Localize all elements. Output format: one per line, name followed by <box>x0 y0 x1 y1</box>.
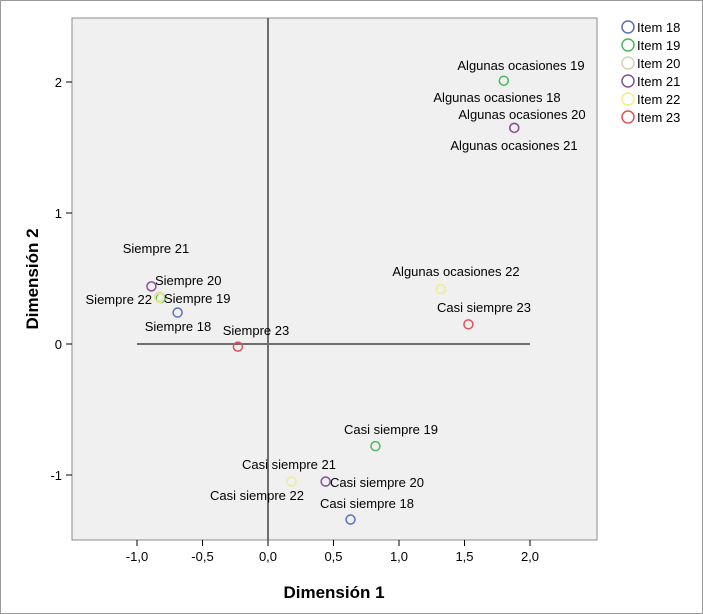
point-label: Algunas ocasiones 21 <box>450 138 577 153</box>
legend-marker <box>621 110 635 124</box>
point-label: Casi siempre 23 <box>437 300 531 315</box>
legend-marker <box>621 38 635 52</box>
point-label: Siempre 21 <box>123 241 189 256</box>
data-point <box>154 292 165 304</box>
data-point <box>498 75 510 86</box>
x-tick-label: 0,0 <box>259 549 277 564</box>
x-axis-title: Dimensión 1 <box>283 583 384 602</box>
point-label: Algunas ocasiones 20 <box>458 107 585 122</box>
data-point <box>286 476 297 487</box>
data-point <box>370 440 381 452</box>
legend-label: Item 21 <box>637 74 680 89</box>
data-point <box>146 281 157 292</box>
legend-marker <box>621 74 635 88</box>
point-label: Algunas ocasiones 18 <box>433 90 560 105</box>
plot-area <box>71 17 598 541</box>
point-label: Siempre 18 <box>145 319 211 334</box>
point-label: Casi siempre 21 <box>242 457 336 472</box>
legend-label: Item 20 <box>637 56 680 71</box>
point-label: Casi siempre 18 <box>320 496 414 511</box>
y-axis-title: Dimensión 2 <box>23 228 42 329</box>
y-tick-label: -1 <box>50 468 62 483</box>
point-label: Casi siempre 22 <box>210 488 304 503</box>
point-label: Siempre 23 <box>223 323 289 338</box>
x-tick-label: 1,5 <box>455 549 473 564</box>
data-point <box>509 122 520 134</box>
legend-label: Item 22 <box>637 92 680 107</box>
data-point <box>463 319 474 330</box>
y-tick-label: 0 <box>55 337 62 352</box>
y-tick-label: 1 <box>55 206 62 221</box>
legend-marker <box>621 20 635 34</box>
x-tick-label: 1,0 <box>390 549 408 564</box>
x-tick-label: -0,5 <box>191 549 213 564</box>
legend-label: Item 23 <box>637 110 680 125</box>
legend-label: Item 19 <box>637 38 680 53</box>
x-tick-label: 2,0 <box>521 549 539 564</box>
legend-marker <box>621 56 635 70</box>
point-label: Siempre 22 <box>86 292 152 307</box>
data-point <box>232 341 244 352</box>
data-point <box>172 307 183 318</box>
x-tick-label: -1,0 <box>126 549 148 564</box>
data-point <box>345 514 356 525</box>
x-tick-label: 0,5 <box>324 549 342 564</box>
legend-marker <box>621 92 635 106</box>
point-label: Algunas ocasiones 19 <box>457 58 584 73</box>
y-tick-label: 2 <box>55 75 62 90</box>
point-label: Casi siempre 20 <box>330 475 424 490</box>
data-point <box>320 476 331 487</box>
point-label: Siempre 19 <box>164 291 230 306</box>
point-label: Algunas ocasiones 22 <box>392 264 519 279</box>
point-label: Siempre 20 <box>155 273 221 288</box>
legend-label: Item 18 <box>637 20 680 35</box>
data-point <box>435 283 447 295</box>
point-label: Casi siempre 19 <box>344 422 438 437</box>
